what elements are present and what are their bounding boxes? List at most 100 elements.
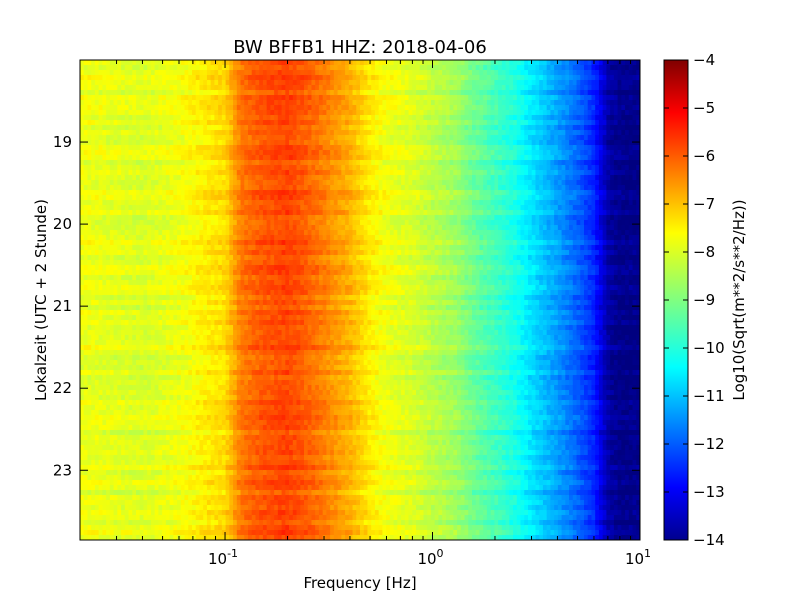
heatmap-cell [124,405,130,411]
heatmap-cell [184,205,189,211]
heatmap-cell [158,400,163,406]
heatmap-cell [143,440,148,446]
heatmap-cell [270,110,275,116]
heatmap-cell [117,330,122,336]
heatmap-cell [177,360,182,366]
heatmap-cell [94,515,100,521]
heatmap-cell [206,470,212,476]
heatmap-cell [106,205,111,211]
heatmap-cell [94,470,100,476]
heatmap-cell [266,390,271,396]
heatmap-cell [162,510,167,516]
heatmap-cell [255,510,260,516]
heatmap-cell [259,195,264,201]
heatmap-cell [221,435,227,441]
heatmap-cell [91,80,96,86]
heatmap-cell [169,500,174,506]
heatmap-cell [121,500,126,506]
heatmap-cell [106,225,111,231]
heatmap-cell [177,155,182,161]
heatmap-cell [150,450,156,456]
heatmap-cell [203,295,208,301]
heatmap-cell [203,530,208,536]
heatmap-cell [109,75,115,81]
heatmap-cell [87,260,92,266]
heatmap-cell [158,365,163,371]
heatmap-cell [143,345,148,351]
heatmap-cell [165,455,171,461]
heatmap-cell [87,390,92,396]
heatmap-cell [124,345,130,351]
heatmap-cell [139,240,145,246]
heatmap-cell [132,225,137,231]
heatmap-cell [218,245,223,251]
heatmap-cell [244,300,249,306]
heatmap-cell [259,265,264,271]
heatmap-cell [229,80,234,86]
heatmap-cell [270,290,275,296]
heatmap-cell [233,370,238,376]
heatmap-cell [102,220,107,226]
heatmap-cell [98,310,103,316]
heatmap-cell [233,185,238,191]
heatmap-cell [117,110,122,116]
heatmap-cell [274,60,279,66]
heatmap-cell [233,60,238,66]
heatmap-cell [233,410,238,416]
heatmap-cell [80,400,85,406]
heatmap-cell [210,475,215,481]
heatmap-cell [165,175,171,181]
heatmap-cell [255,285,260,291]
heatmap-cell [106,510,111,516]
heatmap-cell [150,205,156,211]
heatmap-cell [132,520,137,526]
heatmap-cell [147,515,152,521]
heatmap-cell [188,455,193,461]
heatmap-cell [83,505,89,511]
heatmap-cell [136,95,141,101]
heatmap-cell [83,465,89,471]
heatmap-cell [177,375,182,381]
heatmap-cell [136,135,141,141]
heatmap-cell [158,185,163,191]
heatmap-cell [195,260,201,266]
heatmap-cell [251,485,257,491]
heatmap-cell [225,305,230,311]
heatmap-cell [80,200,85,206]
heatmap-cell [177,130,182,136]
heatmap-cell [91,295,96,301]
heatmap-cell [109,475,115,481]
heatmap-cell [150,470,156,476]
heatmap-cell [180,200,186,206]
heatmap-cell [199,440,204,446]
heatmap-cell [229,535,234,540]
heatmap-cell [214,155,219,161]
heatmap-cell [221,465,227,471]
heatmap-cell [147,185,152,191]
heatmap-cell [262,420,268,426]
heatmap-cell [229,100,234,106]
heatmap-cell [195,315,201,321]
heatmap-cell [177,530,182,536]
heatmap-cell [91,70,96,76]
heatmap-cell [113,185,118,191]
heatmap-cell [184,235,189,241]
heatmap-cell [83,445,89,451]
heatmap-cell [255,90,260,96]
heatmap-cell [87,150,92,156]
heatmap-cell [177,115,182,121]
heatmap-cell [259,125,264,131]
heatmap-cell [106,480,111,486]
heatmap-cell [150,455,156,461]
heatmap-cell [214,175,219,181]
heatmap-cell [248,360,253,366]
heatmap-cell [165,475,171,481]
heatmap-cell [83,420,89,426]
heatmap-cell [199,390,204,396]
heatmap-cell [233,460,238,466]
heatmap-cell [150,75,156,81]
heatmap-cell [270,315,275,321]
heatmap-cell [173,170,178,176]
heatmap-cell [165,465,171,471]
heatmap-cell [154,270,159,276]
